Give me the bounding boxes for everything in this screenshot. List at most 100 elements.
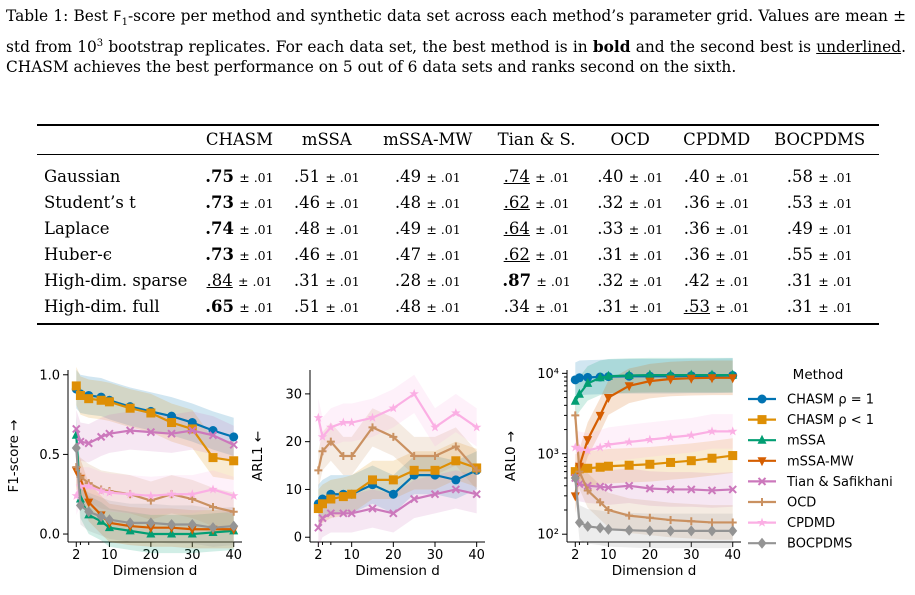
table-cell: .73 ± .01	[195, 189, 284, 215]
data-point	[451, 475, 461, 485]
data-point	[229, 432, 239, 442]
legend-marker	[757, 477, 767, 486]
cell-std: ± .01	[239, 169, 274, 185]
data-point	[666, 375, 676, 385]
cell-std: ± .01	[536, 273, 571, 289]
cell-std: ± .01	[325, 195, 360, 211]
data-point	[472, 466, 481, 475]
confidence-band	[575, 460, 733, 549]
row-label: Laplace	[44, 218, 110, 238]
table-cell: .31 ± .01	[760, 293, 879, 324]
table-row: High-dim. sparse .84 ± .01.31 ± .01.28 ± …	[37, 267, 879, 293]
x-tick-label: 2	[72, 548, 80, 563]
data-point	[313, 412, 324, 422]
data-point	[574, 443, 585, 453]
table-row: Laplace .74 ± .01.48 ± .01.49 ± .01.64 ± …	[37, 215, 879, 241]
data-point	[96, 511, 106, 523]
data-point	[389, 509, 398, 518]
data-point	[388, 475, 398, 485]
data-point	[728, 451, 738, 461]
data-point	[595, 442, 605, 452]
data-point	[570, 442, 581, 452]
column-header: CPDMD	[683, 130, 751, 149]
cell-value: .40	[597, 166, 624, 186]
data-point	[666, 525, 676, 537]
cell-value: .42	[683, 270, 710, 290]
cell-std: ± .01	[426, 247, 461, 263]
data-point	[347, 509, 356, 518]
data-point	[76, 437, 85, 446]
data-point	[451, 408, 461, 418]
data-point	[71, 381, 81, 391]
data-point	[313, 504, 323, 514]
cell-value: .31	[597, 244, 624, 264]
data-point	[347, 452, 356, 460]
legend-item: CHASM ρ = 1	[748, 393, 874, 408]
data-point	[318, 513, 327, 523]
cell-value: .28	[394, 270, 422, 290]
data-point	[75, 481, 86, 491]
data-point	[368, 423, 377, 432]
y-axis-label: ARL0 →	[503, 431, 519, 481]
data-point	[686, 374, 696, 384]
confidence-band	[76, 366, 234, 480]
data-point	[318, 499, 327, 509]
data-point	[146, 517, 156, 529]
table-cell: .65 ± .01	[195, 293, 284, 324]
table-cell: .73 ± .01	[195, 241, 284, 267]
data-point	[451, 456, 461, 466]
data-point	[338, 492, 348, 502]
data-point	[96, 432, 106, 442]
data-point	[430, 490, 440, 499]
y-axis-label: F1-score →	[6, 419, 22, 492]
x-tick-label: 40	[468, 548, 485, 563]
cell-std: ± .01	[325, 299, 360, 315]
table-header-row: CHASM mSSA mSSA-MW Tian & S. OCD CPDMD B…	[37, 125, 879, 155]
data-point	[625, 511, 634, 520]
data-point	[96, 395, 106, 405]
cell-value: .36	[683, 218, 710, 238]
cell-std: ± .01	[426, 169, 461, 185]
cell-value: .62	[503, 244, 530, 264]
cell-std: ± .01	[535, 221, 570, 237]
series	[570, 472, 738, 537]
confidence-band	[76, 428, 234, 547]
data-point	[596, 498, 605, 507]
row-label: High-dim. full	[44, 296, 160, 316]
cell-std: ± .01	[715, 273, 750, 289]
data-point	[645, 484, 655, 493]
data-point	[603, 439, 614, 449]
data-point	[604, 483, 613, 492]
data-point	[146, 427, 156, 437]
cell-std: ± .01	[818, 247, 853, 263]
table-cell: .36 ± .01	[673, 241, 760, 267]
legend-marker	[757, 457, 767, 467]
y-tick-label: 30	[285, 387, 302, 402]
data-point	[687, 485, 696, 494]
cell-value: .31	[786, 270, 813, 290]
data-point	[727, 426, 738, 436]
y-tick-label: 10	[285, 483, 302, 498]
legend-item: BOCPDMS	[748, 537, 852, 552]
cell-std: ± .01	[325, 169, 360, 185]
data-point	[595, 482, 605, 491]
data-point	[125, 426, 135, 435]
table-cell: .51 ± .01	[284, 155, 370, 190]
table-cell: .48 ± .01	[370, 293, 486, 324]
data-point	[574, 373, 584, 383]
cell-std: ± .01	[628, 195, 664, 211]
cell-std: ± .01	[715, 247, 750, 263]
data-point	[603, 370, 613, 380]
data-point	[603, 461, 613, 471]
x-tick-label: 20	[143, 548, 160, 563]
series	[71, 442, 239, 534]
data-point	[430, 422, 440, 432]
x-axis-label: Dimension d	[113, 563, 198, 579]
column-header: mSSA-MW	[383, 130, 473, 149]
table-cell: .40 ± .01	[587, 155, 673, 190]
cell-std: ± .01	[426, 221, 461, 237]
cell-value: .55	[786, 244, 813, 264]
data-point	[187, 489, 198, 499]
y-tick-label: 20	[285, 435, 302, 450]
legend-marker	[757, 517, 767, 527]
